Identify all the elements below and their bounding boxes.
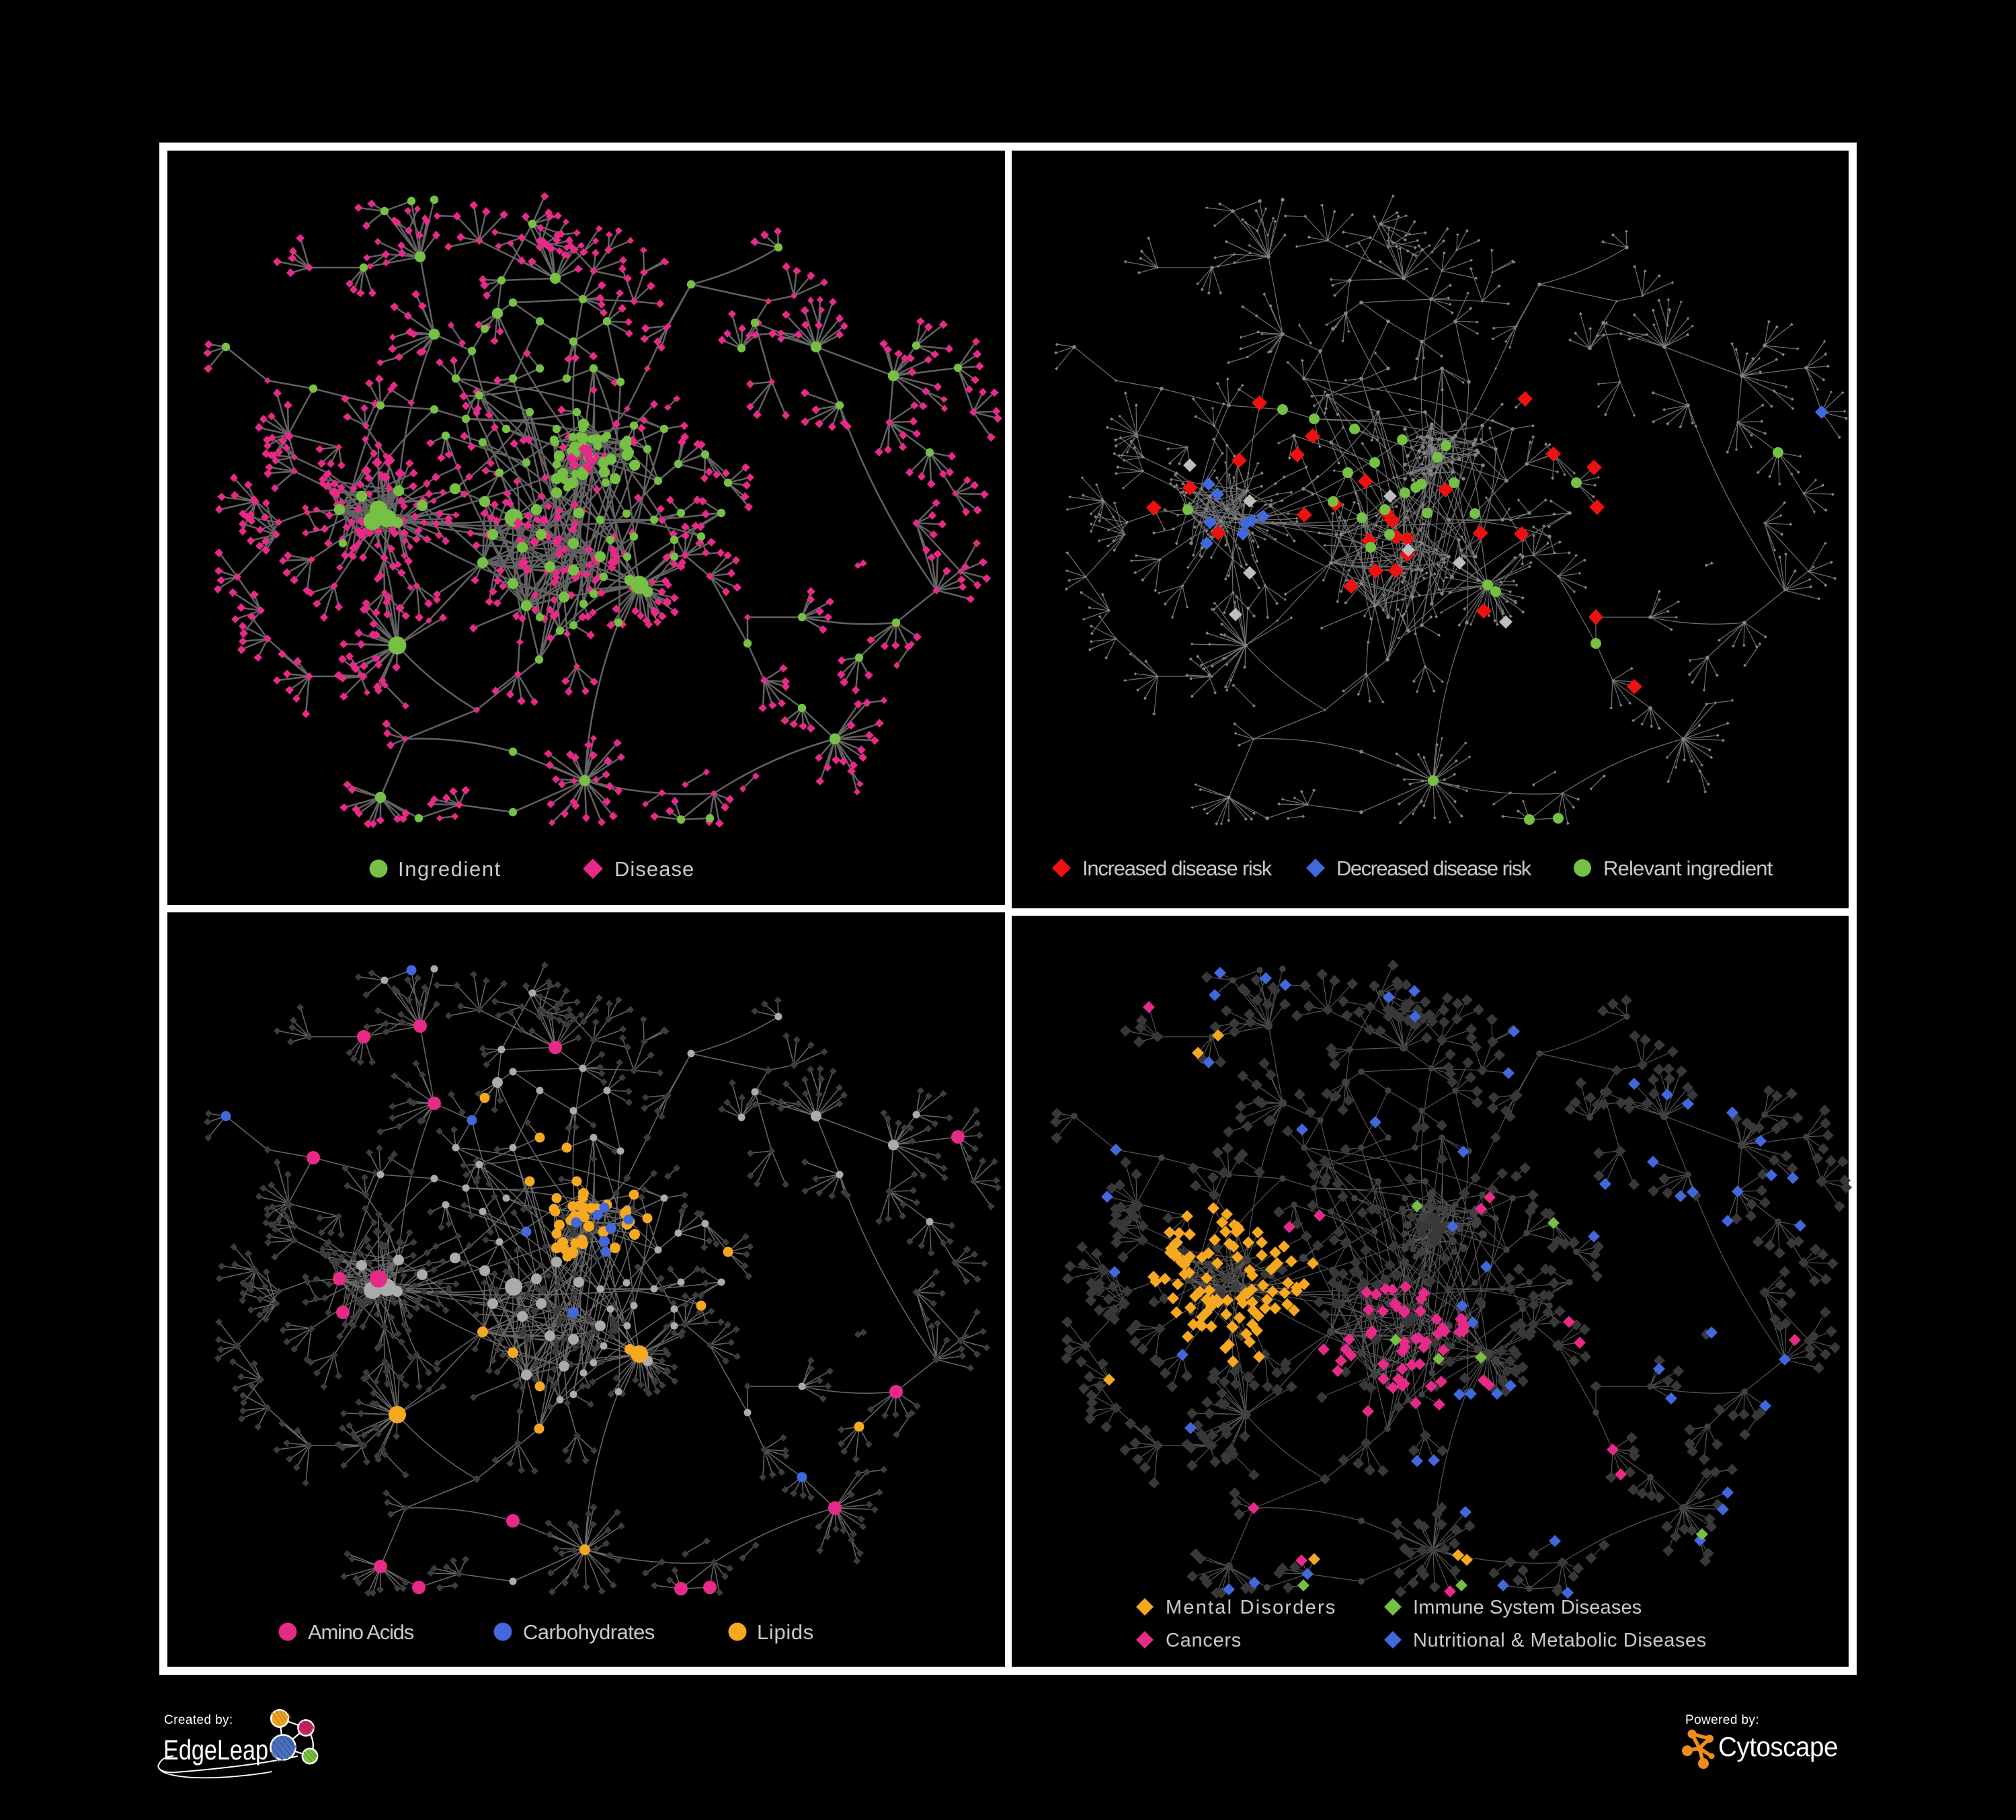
svg-text:Nutritional & Metabolic Diseas: Nutritional & Metabolic Diseases	[1413, 1630, 1706, 1651]
svg-text:Decreased disease risk: Decreased disease risk	[1336, 857, 1532, 880]
svg-text:Carbohydrates: Carbohydrates	[523, 1620, 655, 1644]
svg-text:Increased disease risk: Increased disease risk	[1082, 857, 1273, 880]
svg-text:EdgeLeap: EdgeLeap	[163, 1734, 268, 1766]
svg-text:Immune System Diseases: Immune System Diseases	[1413, 1597, 1642, 1618]
svg-text:Ingredient: Ingredient	[398, 857, 501, 881]
svg-text:Mental Disorders: Mental Disorders	[1166, 1597, 1335, 1618]
svg-text:Disease: Disease	[614, 857, 694, 881]
svg-text:Cytoscape: Cytoscape	[1718, 1731, 1838, 1762]
svg-text:Powered by:: Powered by:	[1685, 1713, 1759, 1727]
svg-text:Created by:: Created by:	[164, 1713, 233, 1727]
svg-text:Lipids: Lipids	[757, 1620, 813, 1644]
svg-text:Amino Acids: Amino Acids	[308, 1620, 414, 1644]
svg-text:Relevant ingredient: Relevant ingredient	[1603, 857, 1773, 880]
svg-text:Cancers: Cancers	[1166, 1630, 1241, 1651]
